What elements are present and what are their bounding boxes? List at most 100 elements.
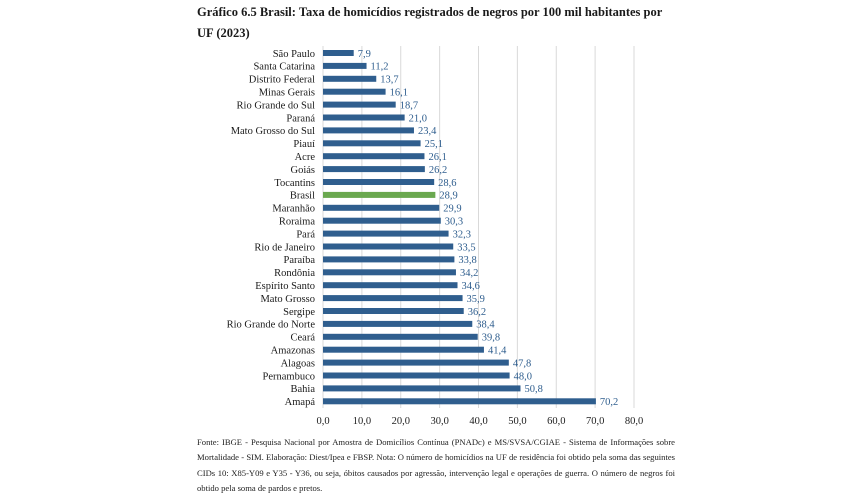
value-label: 33,5 xyxy=(457,242,475,253)
bars xyxy=(323,50,596,405)
value-label: 47,8 xyxy=(513,358,531,369)
value-label: 38,4 xyxy=(476,320,495,331)
bar xyxy=(323,295,463,302)
category-label: Piauí xyxy=(293,139,315,150)
category-label: Acre xyxy=(295,152,316,163)
value-label: 28,9 xyxy=(439,191,457,202)
x-tick-label: 60,0 xyxy=(547,416,565,427)
value-labels: 7,911,2 13,7 16,118,7 21,0 23,4 25,1 26,1 26,2 2… xyxy=(358,49,619,408)
bar xyxy=(323,50,354,56)
bar xyxy=(323,191,436,198)
value-label: 34,2 xyxy=(460,268,478,279)
value-label: 26,1 xyxy=(428,152,446,163)
bar xyxy=(323,75,377,82)
category-label: Distrito Federal xyxy=(249,75,315,86)
value-label: 7,9 xyxy=(358,49,371,60)
category-label: Pernambuco xyxy=(263,371,316,382)
x-tick-label: 10,0 xyxy=(353,416,371,427)
category-label: Rio Grande do Norte xyxy=(227,320,316,331)
category-labels: São Paulo Santa Catarina Distrito Federal M… xyxy=(227,49,316,408)
value-label: 39,8 xyxy=(482,333,500,344)
bar xyxy=(323,230,449,237)
category-label: Maranhão xyxy=(272,204,315,215)
x-tick-label: 50,0 xyxy=(508,416,526,427)
bar xyxy=(323,320,473,327)
category-label: São Paulo xyxy=(273,49,315,60)
value-label: 33,8 xyxy=(458,255,476,266)
x-tick-label: 20,0 xyxy=(392,416,410,427)
value-label: 25,1 xyxy=(425,139,443,150)
bar xyxy=(323,256,455,263)
bar xyxy=(323,346,484,353)
value-label: 34,6 xyxy=(462,281,480,292)
category-label: Santa Catarina xyxy=(253,62,315,73)
bar xyxy=(323,166,425,173)
category-label: Ceará xyxy=(291,333,316,344)
category-label: Espírito Santo xyxy=(255,281,315,292)
x-tick-label: 30,0 xyxy=(430,416,448,427)
value-label: 32,3 xyxy=(453,229,471,240)
gridlines xyxy=(322,46,635,408)
x-tick-label: 0,0 xyxy=(316,416,329,427)
category-label: Goiás xyxy=(291,165,316,176)
bar xyxy=(323,101,396,108)
value-label: 16,1 xyxy=(390,88,408,99)
value-label: 70,2 xyxy=(600,397,618,408)
x-tick-label: 80,0 xyxy=(625,416,643,427)
source-note: Fonte: IBGE - Pesquisa Nacional por Amos… xyxy=(197,437,675,494)
bar xyxy=(323,127,414,134)
category-label: Minas Gerais xyxy=(259,88,315,99)
value-label: 29,9 xyxy=(443,204,461,215)
value-label: 48,0 xyxy=(514,371,532,382)
bar xyxy=(323,153,425,160)
bar xyxy=(323,88,386,95)
x-tick-label: 70,0 xyxy=(586,416,604,427)
category-label: Paraná xyxy=(286,113,315,124)
category-label: Sergipe xyxy=(283,307,315,318)
value-label: 41,4 xyxy=(488,346,507,357)
category-label: Mato Grosso do Sul xyxy=(231,126,315,137)
value-label: 50,8 xyxy=(524,384,542,395)
value-label: 21,0 xyxy=(409,113,427,124)
x-axis-ticks: 0,0 10,0 20,0 30,0 40,0 50,0 60,0 70,0 80,0 xyxy=(316,416,643,427)
bar xyxy=(323,308,464,314)
bar xyxy=(323,282,458,289)
category-label: Alagoas xyxy=(281,358,315,369)
bar xyxy=(323,140,421,147)
bar xyxy=(323,372,510,379)
value-label: 28,6 xyxy=(438,178,456,189)
value-label: 23,4 xyxy=(418,126,437,137)
category-label: Bahia xyxy=(291,384,316,395)
bar xyxy=(323,217,441,224)
value-label: 30,3 xyxy=(445,217,463,228)
value-label: 11,2 xyxy=(371,62,389,73)
bar xyxy=(323,62,367,69)
bar xyxy=(323,398,596,405)
category-label: Mato Grosso xyxy=(260,294,315,305)
category-label: Paraíba xyxy=(284,255,316,266)
category-label: Roraima xyxy=(279,217,315,228)
value-label: 13,7 xyxy=(380,75,398,86)
value-label: 18,7 xyxy=(400,100,418,111)
value-label: 35,9 xyxy=(467,294,485,305)
value-label: 26,2 xyxy=(429,165,447,176)
chart-title: Gráfico 6.5 Brasil: Taxa de homicídios r… xyxy=(197,5,663,40)
bar xyxy=(323,114,405,121)
category-label: Rio de Janeiro xyxy=(254,242,315,253)
bar xyxy=(323,204,440,211)
bar xyxy=(323,385,521,392)
bar xyxy=(323,269,456,276)
bar xyxy=(323,359,509,366)
category-label: Pará xyxy=(296,229,315,240)
bar-chart: São Paulo Santa Catarina Distrito Federal M… xyxy=(227,46,643,427)
category-label: Amazonas xyxy=(271,346,315,357)
category-label: Rondônia xyxy=(274,268,315,279)
x-tick-label: 40,0 xyxy=(469,416,487,427)
bar xyxy=(323,333,478,340)
category-label: Tocantins xyxy=(274,178,315,189)
value-label: 36,2 xyxy=(468,307,486,318)
bar xyxy=(323,179,435,185)
category-label: Rio Grande do Sul xyxy=(237,100,316,111)
category-label: Amapá xyxy=(285,397,316,408)
bar xyxy=(323,243,454,250)
